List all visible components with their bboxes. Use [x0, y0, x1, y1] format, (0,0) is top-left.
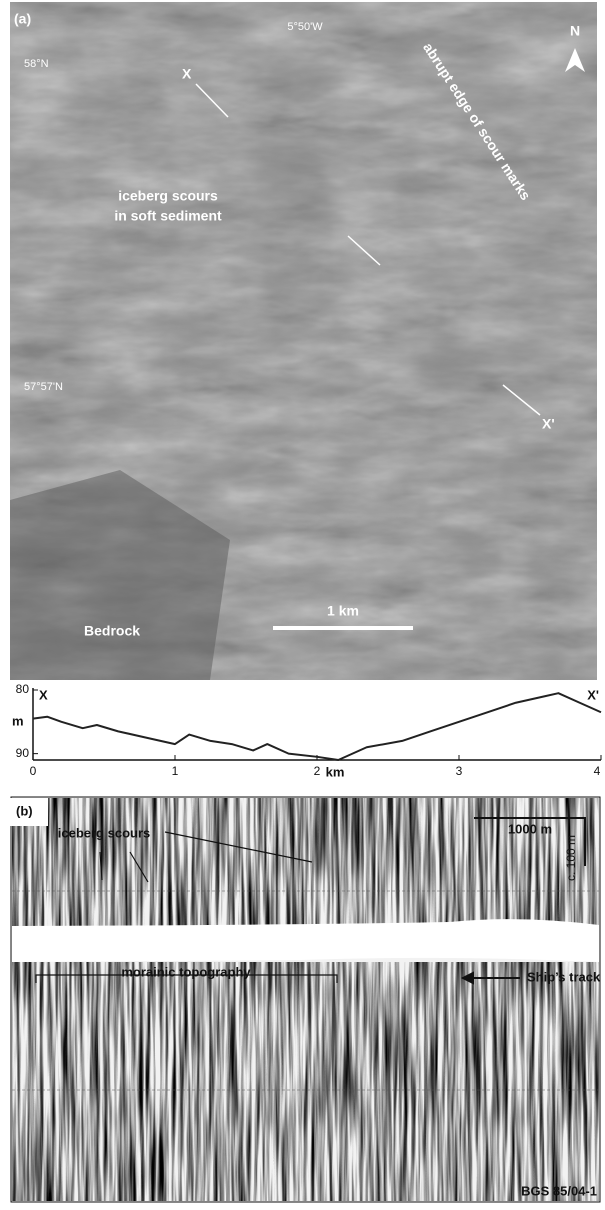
- track-label: Ship’s track: [527, 969, 601, 984]
- panel-a: (a) 5°50'W 58°N 57°57'N N X X' abrupt ed…: [10, 2, 597, 680]
- scours-label: iceberg scours: [58, 825, 151, 840]
- source-label: BGS 85/04-1: [521, 1183, 597, 1198]
- annotation: X: [39, 687, 48, 702]
- latitude-label: 58°N: [24, 58, 49, 70]
- panel-label: (b): [16, 803, 33, 818]
- scour-note: iceberg scours: [118, 188, 218, 204]
- panel-label: (a): [14, 11, 31, 27]
- scour-note: in soft sediment: [114, 208, 222, 224]
- y-axis-label: m: [12, 713, 24, 728]
- point-label: X: [182, 66, 192, 82]
- scale-label: 1 km: [327, 603, 359, 619]
- x-axis-label: km: [326, 764, 345, 779]
- scale-label: 1000 m: [508, 821, 552, 836]
- sonar-image: [12, 962, 599, 1201]
- x-tick-label: 3: [456, 764, 463, 778]
- panel-b: (b) iceberg scours 1000 m c. 100 m morai…: [10, 797, 601, 1202]
- north-label: N: [570, 23, 580, 39]
- point-label: X': [542, 416, 555, 432]
- y-tick-label: 90: [16, 746, 30, 760]
- x-tick-label: 2: [314, 764, 321, 778]
- scale-label: c. 100 m: [564, 835, 578, 881]
- x-tick-label: 0: [30, 764, 37, 778]
- x-tick-label: 1: [172, 764, 179, 778]
- longitude-label: 5°50'W: [287, 21, 323, 33]
- latitude-label: 57°57'N: [24, 381, 63, 393]
- y-tick-label: 80: [16, 682, 30, 696]
- bedrock-label: Bedrock: [84, 623, 140, 639]
- x-tick-label: 4: [594, 764, 601, 778]
- moraine-label: morainic topography: [121, 964, 251, 979]
- profile-chart: 80 900 1 2 3 4 km mX X': [12, 682, 601, 779]
- annotation: X': [587, 687, 599, 702]
- figure: (a) 5°50'W 58°N 57°57'N N X X' abrupt ed…: [0, 0, 605, 1205]
- profile-line: [33, 693, 601, 760]
